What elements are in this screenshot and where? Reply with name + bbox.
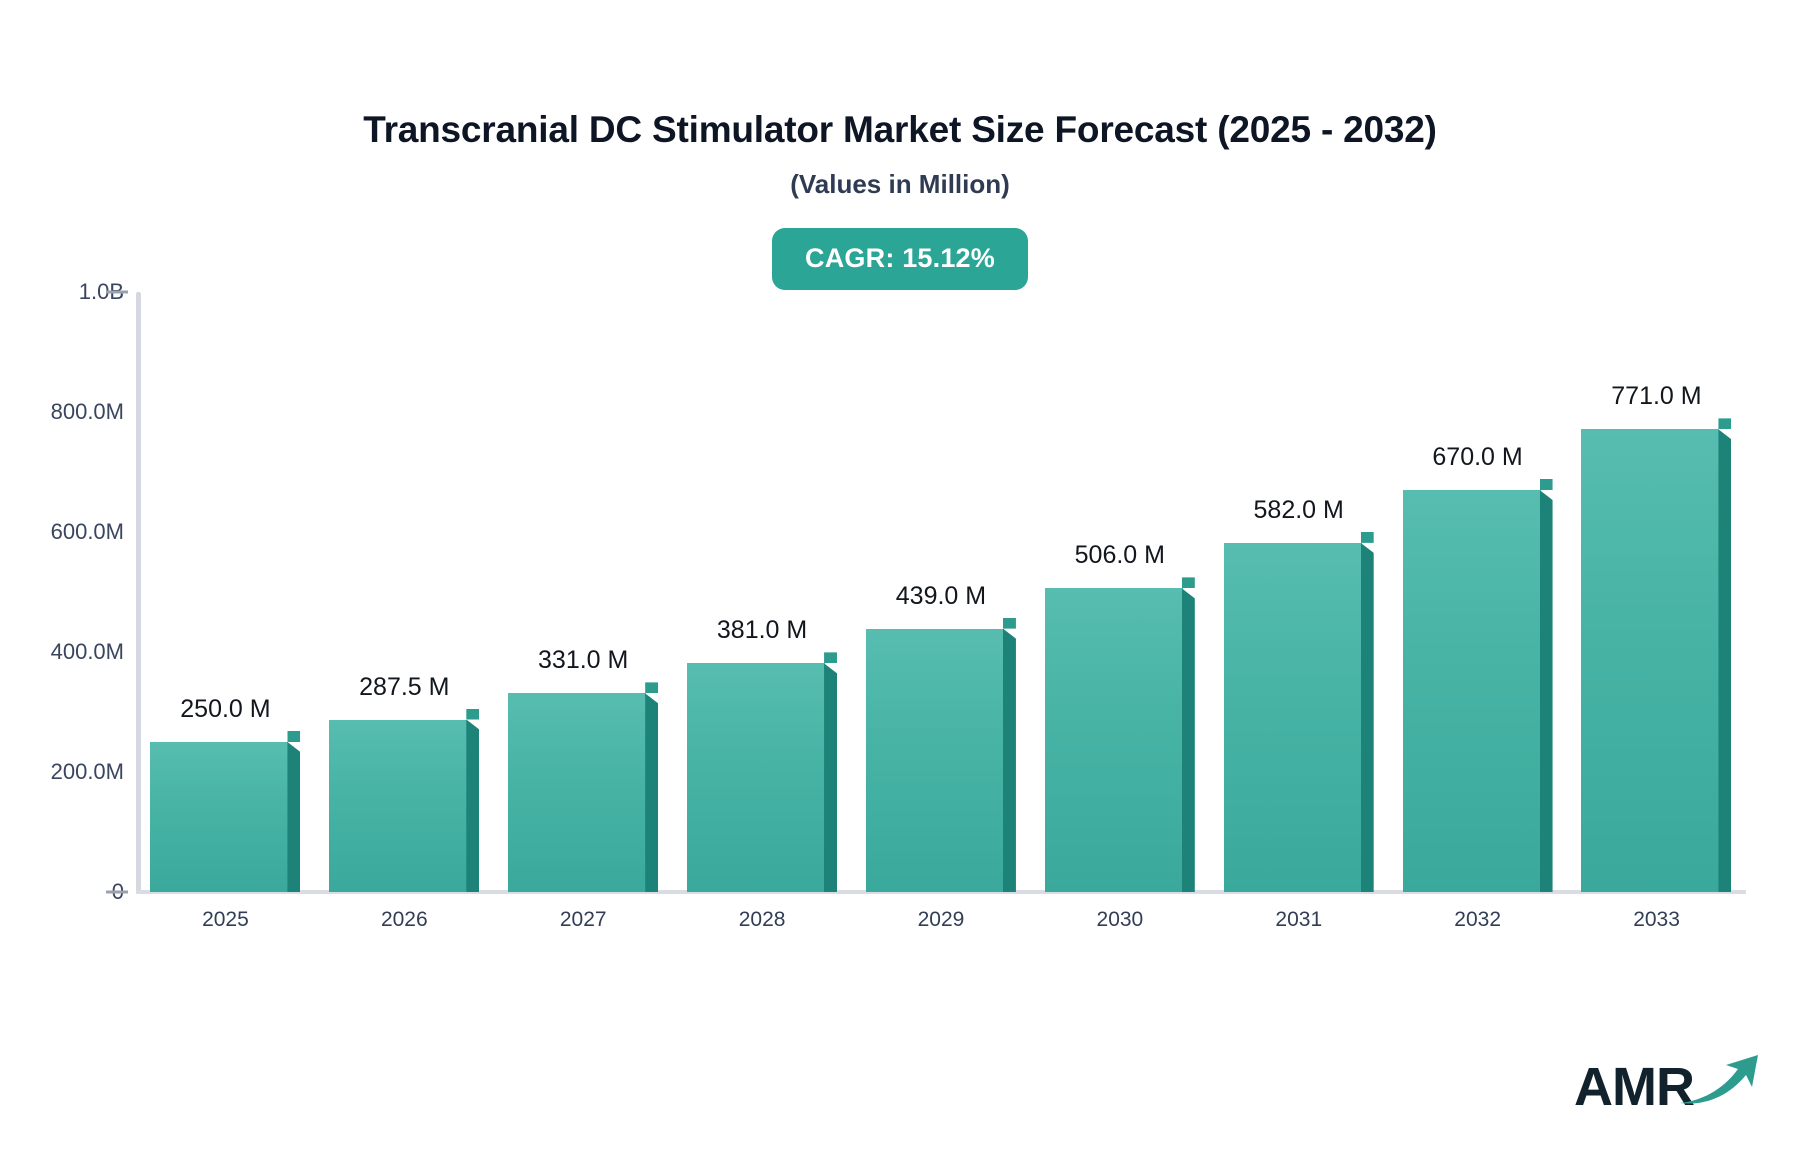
bar[interactable]: 381.0 M (687, 616, 838, 892)
bar[interactable]: 331.0 M (508, 646, 659, 892)
x-axis-line (136, 890, 1746, 894)
bar-slot: 670.0 M (1388, 292, 1567, 892)
bar-top-face (1718, 418, 1732, 430)
bar-top-face (466, 708, 480, 720)
growth-arrow-icon (1678, 1051, 1764, 1112)
bar-value-label: 331.0 M (538, 646, 629, 675)
page-title: Transcranial DC Stimulator Market Size F… (363, 109, 1437, 150)
bar-front-face (1044, 588, 1183, 892)
bar-front-face (1223, 542, 1362, 892)
y-axis-tick-mark (106, 890, 128, 894)
bar-value-label: 287.5 M (359, 672, 450, 701)
bar[interactable]: 582.0 M (1223, 496, 1374, 892)
bar-side-face (1181, 588, 1195, 892)
bar-front-face (1581, 429, 1720, 892)
bar-side-face (1002, 628, 1016, 892)
bar-top-face (287, 731, 301, 742)
bar-side-face (645, 693, 659, 892)
y-axis-tick-label: 600.0M (50, 519, 124, 544)
bar-top-face (824, 652, 838, 664)
chart-header: Transcranial DC Stimulator Market Size F… (0, 0, 1800, 290)
x-axis-tick-label: 2033 (1633, 908, 1680, 931)
bar-series: 250.0 M 287.5 M 331.0 M 381.0 M 439.0 M 506.0… (136, 292, 1746, 892)
bar-slot: 582.0 M (1209, 292, 1388, 892)
bar-front-face (1402, 490, 1541, 892)
bar-value-label: 771.0 M (1611, 382, 1702, 411)
x-axis-tick-label: 2031 (1275, 908, 1323, 931)
y-axis-tick-label: 200.0M (50, 759, 124, 784)
x-axis-tick-label: 2026 (380, 908, 428, 931)
bar[interactable]: 250.0 M (150, 695, 301, 892)
cagr-badge-container: CAGR: 15.12% (0, 227, 1800, 290)
bar-front-face (508, 693, 647, 892)
bar-front-face (687, 663, 826, 892)
bar-slot: 439.0 M (852, 292, 1031, 892)
y-axis-line (136, 292, 141, 894)
bar-side-face (1539, 490, 1553, 892)
bar-slot: 287.5 M (315, 292, 494, 892)
bar-value-label: 506.0 M (1074, 541, 1165, 570)
bar-front-face (329, 719, 468, 892)
x-axis-tick-label: 2029 (917, 908, 965, 931)
bar-value-label: 381.0 M (716, 616, 808, 645)
bar-slot: 331.0 M (494, 292, 673, 892)
bar-front-face (865, 628, 1004, 892)
bar-side-face (824, 663, 838, 892)
bar-side-face (1718, 429, 1732, 892)
bar-side-face (1360, 542, 1374, 892)
y-axis-tick-label: 400.0M (50, 639, 124, 664)
logo-text: AMR (1574, 1057, 1695, 1117)
bar-top-face (1002, 617, 1016, 629)
x-axis-tick-label: 2027 (559, 908, 607, 931)
bar-value-label: 670.0 M (1432, 443, 1523, 471)
bar-side-face (466, 719, 480, 892)
x-axis-tick-label: 2030 (1096, 908, 1144, 931)
x-axis-tick-label: 2025 (202, 908, 249, 931)
bar-slot: 506.0 M (1030, 292, 1209, 892)
amr-logo: AMR (1574, 1051, 1764, 1114)
bar-value-label: 582.0 M (1253, 495, 1344, 524)
x-axis-tick-label: 2028 (738, 908, 786, 931)
bar-front-face (150, 742, 289, 892)
bar-value-label: 439.0 M (895, 581, 987, 610)
bar-value-label: 250.0 M (180, 695, 271, 723)
chart-subtitle: (Values in Million) (790, 168, 1010, 199)
bar[interactable]: 771.0 M (1581, 382, 1732, 892)
bar[interactable]: 670.0 M (1402, 443, 1553, 892)
bar-top-face (1360, 531, 1374, 543)
x-axis-tick-label: 2032 (1454, 908, 1502, 931)
bar[interactable]: 287.5 M (329, 673, 480, 892)
bar-slot: 771.0 M (1567, 292, 1746, 892)
bar-slot: 381.0 M (673, 292, 852, 892)
bar[interactable]: 506.0 M (1044, 541, 1195, 892)
bar-top-face (1539, 479, 1553, 490)
cagr-badge: CAGR: 15.12% (772, 227, 1028, 290)
bar-top-face (1181, 577, 1195, 589)
y-axis-tick-label: 800.0M (50, 399, 124, 424)
y-axis-tick-mark (106, 290, 128, 294)
bar-side-face (287, 742, 301, 892)
bar-slot: 250.0 M (136, 292, 315, 892)
bar[interactable]: 439.0 M (865, 582, 1016, 892)
bar-top-face (645, 682, 659, 694)
